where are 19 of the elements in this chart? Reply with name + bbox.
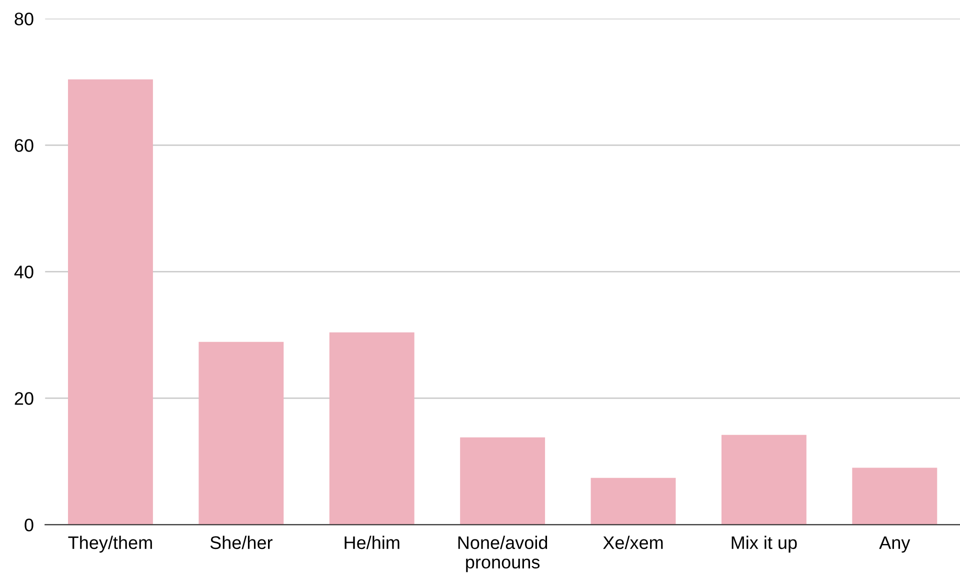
y-tick-label: 60 <box>14 139 34 152</box>
x-tick-label: They/them <box>68 536 152 553</box>
x-tick-label: Xe/xem <box>603 536 663 550</box>
bar <box>460 437 546 525</box>
y-tick-label: 0 <box>24 518 34 532</box>
y-tick-label: 40 <box>14 266 34 278</box>
bar <box>590 478 676 525</box>
y-tick-label: 20 <box>14 392 34 405</box>
y-tick-label: 80 <box>14 12 34 26</box>
bar <box>68 79 153 525</box>
x-tick-label: He/him <box>344 536 400 550</box>
x-tick-label: Any <box>879 536 910 553</box>
bar <box>721 434 806 525</box>
x-tick-label: Mix it up <box>732 536 797 553</box>
bar <box>852 468 938 525</box>
bar <box>198 342 284 525</box>
x-tick-label: She/her <box>210 536 272 550</box>
bar <box>329 332 414 525</box>
x-tick-label: None/avoid pronouns <box>458 536 548 572</box>
